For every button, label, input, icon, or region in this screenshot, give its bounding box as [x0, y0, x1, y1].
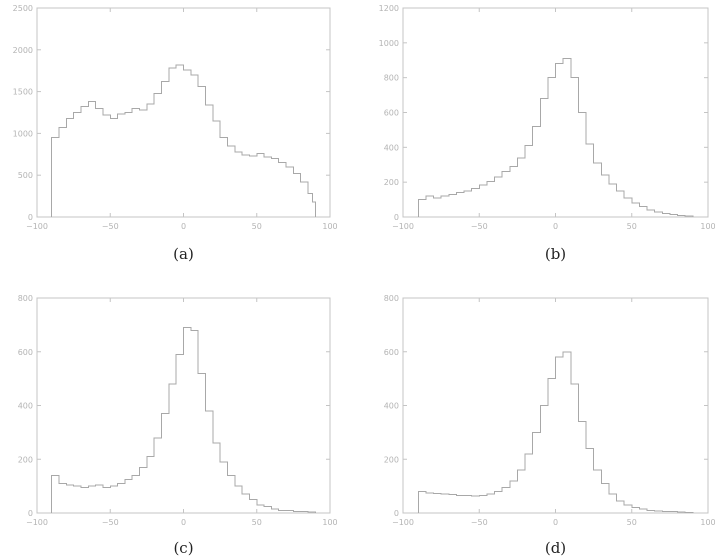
x-tick-label: 50	[252, 222, 262, 231]
y-tick-label: 400	[384, 402, 399, 411]
panel-caption: (d)	[545, 539, 566, 557]
panel-caption: (b)	[545, 245, 566, 263]
y-tick-label: 0	[394, 213, 399, 222]
y-tick-label: 400	[18, 402, 33, 411]
panel-caption: (c)	[173, 539, 193, 557]
y-tick-label: 200	[384, 455, 399, 464]
x-tick-label: 0	[181, 518, 186, 527]
y-tick-label: 800	[18, 294, 33, 303]
x-tick-label: −100	[26, 222, 48, 231]
x-tick-label: −50	[471, 222, 488, 231]
x-tick-label: 0	[181, 222, 186, 231]
y-tick-label: 600	[384, 348, 399, 357]
x-tick-label: −100	[392, 518, 414, 527]
y-tick-label: 800	[384, 74, 399, 83]
x-tick-label: −50	[102, 222, 119, 231]
x-tick-label: 100	[700, 222, 715, 231]
y-tick-label: 200	[384, 178, 399, 187]
y-tick-label: 800	[384, 294, 399, 303]
y-tick-label: 500	[18, 171, 33, 180]
y-tick-label: 2000	[13, 46, 33, 55]
y-tick-label: 0	[28, 509, 33, 518]
y-tick-label: 600	[384, 109, 399, 118]
histogram-series	[51, 327, 316, 513]
y-tick-label: 1200	[379, 4, 399, 13]
x-tick-label: 50	[252, 518, 262, 527]
y-tick-label: 400	[384, 143, 399, 152]
x-tick-label: −50	[102, 518, 119, 527]
histogram-series	[417, 58, 694, 217]
y-tick-label: 200	[18, 455, 33, 464]
x-tick-label: 100	[322, 518, 337, 527]
y-tick-label: 0	[28, 213, 33, 222]
y-tick-label: 2500	[13, 4, 33, 13]
histogram-panel-3: −100 −50 0 50 100 0 200 400 600 800 (c)	[18, 294, 338, 557]
plot-frame	[402, 7, 709, 218]
y-tick-label: 1500	[13, 88, 33, 97]
y-tick-label: 1000	[13, 129, 33, 138]
y-tick-label: 600	[18, 348, 33, 357]
x-tick-label: 50	[627, 222, 637, 231]
histogram-series	[417, 351, 694, 513]
x-tick-label: 100	[322, 222, 337, 231]
histogram-series	[51, 64, 316, 217]
y-tick-label: 0	[394, 509, 399, 518]
x-tick-label: −100	[26, 518, 48, 527]
x-tick-label: 0	[553, 222, 558, 231]
x-tick-label: 100	[700, 518, 715, 527]
y-tick-label: 1000	[379, 39, 399, 48]
plot-frame	[402, 297, 709, 514]
x-tick-label: −50	[471, 518, 488, 527]
histogram-panel-4: −100 −50 0 50 100 0 200 400 600 800 (d)	[384, 294, 716, 557]
x-tick-label: 0	[553, 518, 558, 527]
x-tick-label: 50	[627, 518, 637, 527]
x-tick-label: −100	[392, 222, 414, 231]
panel-caption: (a)	[173, 245, 194, 263]
